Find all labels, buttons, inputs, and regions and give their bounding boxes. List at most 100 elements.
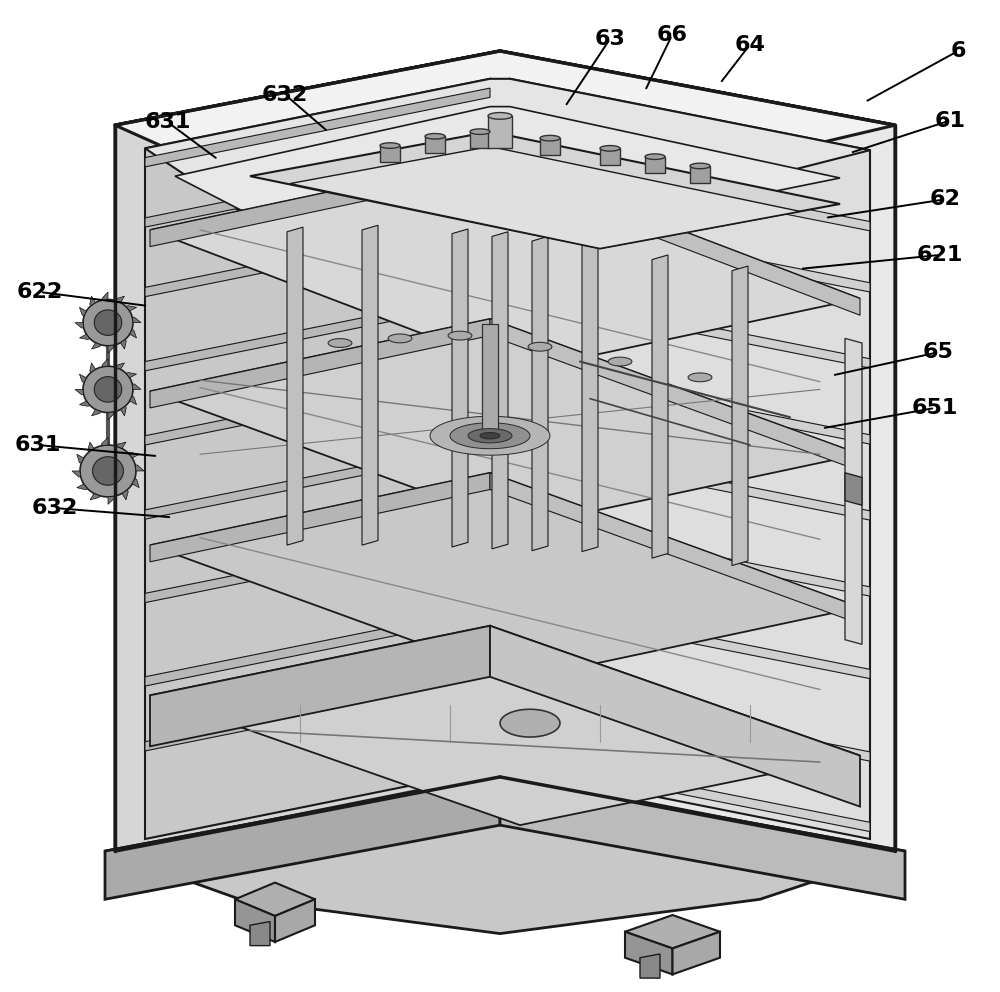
Polygon shape: [150, 626, 860, 825]
Polygon shape: [448, 331, 472, 340]
Polygon shape: [468, 429, 512, 442]
Polygon shape: [845, 338, 862, 645]
Polygon shape: [452, 229, 468, 547]
Polygon shape: [470, 129, 490, 135]
Polygon shape: [490, 626, 860, 806]
Polygon shape: [490, 158, 860, 315]
Polygon shape: [532, 236, 548, 551]
Polygon shape: [102, 359, 108, 367]
Polygon shape: [470, 132, 490, 149]
Text: 621: 621: [917, 245, 963, 265]
Polygon shape: [90, 363, 96, 372]
Polygon shape: [380, 143, 400, 149]
Polygon shape: [510, 751, 870, 831]
Polygon shape: [132, 384, 141, 390]
Polygon shape: [150, 473, 490, 561]
Polygon shape: [625, 915, 720, 948]
Polygon shape: [425, 136, 445, 153]
Polygon shape: [120, 407, 126, 416]
Polygon shape: [235, 883, 315, 916]
Polygon shape: [90, 493, 100, 500]
Text: 66: 66: [656, 25, 688, 46]
Polygon shape: [430, 417, 550, 455]
Polygon shape: [645, 154, 665, 160]
Polygon shape: [94, 377, 122, 402]
Polygon shape: [488, 112, 512, 119]
Polygon shape: [115, 51, 500, 851]
Polygon shape: [510, 598, 870, 679]
Text: 632: 632: [262, 84, 308, 104]
Polygon shape: [640, 954, 660, 978]
Polygon shape: [91, 342, 101, 349]
Polygon shape: [77, 454, 84, 463]
Polygon shape: [688, 373, 712, 382]
Text: 631: 631: [15, 435, 61, 455]
Polygon shape: [845, 473, 862, 505]
Polygon shape: [510, 150, 870, 231]
Polygon shape: [91, 410, 101, 416]
Polygon shape: [105, 777, 500, 900]
Polygon shape: [145, 218, 490, 297]
Polygon shape: [510, 288, 870, 368]
Polygon shape: [145, 673, 490, 751]
Polygon shape: [115, 297, 124, 303]
Polygon shape: [75, 322, 84, 328]
Polygon shape: [500, 777, 905, 900]
Polygon shape: [528, 342, 552, 351]
Polygon shape: [150, 473, 860, 680]
Polygon shape: [150, 318, 860, 527]
Polygon shape: [645, 157, 665, 174]
Polygon shape: [108, 412, 114, 420]
Polygon shape: [732, 266, 748, 565]
Polygon shape: [129, 452, 139, 458]
Polygon shape: [105, 777, 905, 933]
Polygon shape: [290, 147, 800, 248]
Polygon shape: [145, 149, 490, 227]
Polygon shape: [145, 88, 490, 167]
Text: 63: 63: [595, 29, 625, 49]
Text: 65: 65: [923, 342, 953, 362]
Polygon shape: [77, 484, 87, 490]
Polygon shape: [380, 146, 400, 163]
Polygon shape: [500, 709, 560, 737]
Polygon shape: [115, 363, 124, 369]
Polygon shape: [132, 479, 139, 488]
Polygon shape: [88, 442, 94, 452]
Polygon shape: [135, 465, 144, 471]
Polygon shape: [175, 106, 840, 222]
Polygon shape: [75, 390, 84, 395]
Polygon shape: [120, 339, 126, 349]
Polygon shape: [145, 366, 490, 445]
Polygon shape: [79, 308, 86, 315]
Polygon shape: [600, 149, 620, 165]
Polygon shape: [425, 134, 445, 139]
Polygon shape: [145, 607, 490, 686]
Polygon shape: [126, 306, 137, 311]
Polygon shape: [130, 397, 137, 405]
Polygon shape: [122, 490, 128, 500]
Polygon shape: [690, 166, 710, 183]
Polygon shape: [540, 135, 560, 141]
Polygon shape: [145, 524, 490, 602]
Polygon shape: [93, 456, 123, 485]
Text: 64: 64: [735, 35, 765, 55]
Polygon shape: [150, 626, 490, 746]
Polygon shape: [83, 300, 133, 346]
Polygon shape: [388, 334, 412, 343]
Polygon shape: [150, 158, 860, 371]
Polygon shape: [79, 401, 90, 407]
Polygon shape: [115, 51, 895, 125]
Polygon shape: [132, 317, 141, 322]
Polygon shape: [287, 227, 303, 546]
Polygon shape: [540, 138, 560, 155]
Polygon shape: [94, 310, 122, 335]
Polygon shape: [690, 163, 710, 169]
Polygon shape: [480, 433, 500, 439]
Polygon shape: [83, 366, 133, 413]
Polygon shape: [72, 471, 81, 477]
Polygon shape: [79, 334, 90, 339]
Polygon shape: [115, 51, 895, 125]
Polygon shape: [500, 51, 895, 851]
Polygon shape: [510, 681, 870, 761]
Polygon shape: [672, 931, 720, 974]
